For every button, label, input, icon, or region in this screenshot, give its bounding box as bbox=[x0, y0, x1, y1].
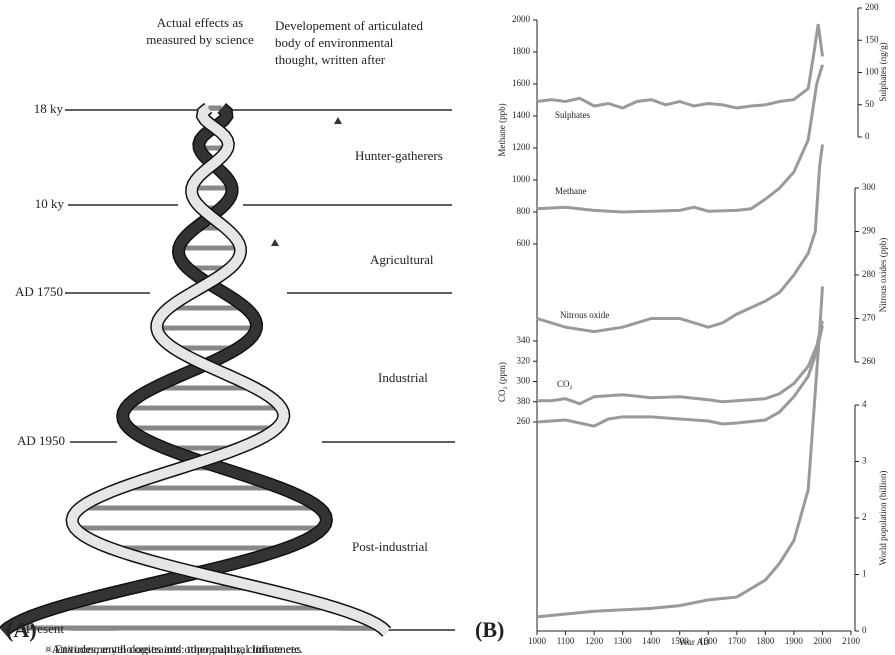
helix bbox=[0, 102, 392, 637]
y-tick-label: 1000 bbox=[512, 174, 531, 184]
x-axis-label: Year AD bbox=[678, 637, 710, 647]
line: body of environmental bbox=[275, 35, 394, 50]
plot: 1000 1100 1200 1300 1400 1500 1600 1700 1800 1900… bbox=[497, 2, 888, 646]
y-tick-label: 300 bbox=[862, 182, 876, 192]
y-tick-label: 3 bbox=[862, 456, 867, 466]
series-label: Methane bbox=[555, 186, 587, 196]
y-tick-label: 270 bbox=[862, 313, 876, 323]
x-tick-label: 2100 bbox=[842, 636, 861, 646]
y-tick-label: 800 bbox=[517, 206, 531, 216]
panel-label: (B) bbox=[475, 617, 504, 642]
y-tick-label: 320 bbox=[517, 355, 531, 365]
y-axis-label: Sulphates (ng/g) bbox=[878, 42, 888, 101]
y-tick-label: 280 bbox=[862, 269, 876, 279]
era-label: Industrial bbox=[378, 370, 428, 385]
x-tick-label: 1200 bbox=[585, 636, 604, 646]
y-tick-label: 1200 bbox=[512, 142, 531, 152]
panel-label: (A) bbox=[6, 617, 37, 642]
y-tick-label: 4 bbox=[862, 399, 867, 409]
x-tick-label: 2000 bbox=[813, 636, 832, 646]
y-tick-label: 1400 bbox=[512, 110, 531, 120]
y-axis-label: World population (billion) bbox=[878, 471, 888, 566]
y-tick-label: 380 bbox=[517, 396, 531, 406]
x-tick-label: 1800 bbox=[756, 636, 775, 646]
y-tick-label: 260 bbox=[517, 416, 531, 426]
y-tick-label: 300 bbox=[517, 376, 531, 386]
x-tick-label: 1600 bbox=[699, 636, 718, 646]
y-axis-label: Nitrous oxides (ppb) bbox=[878, 238, 888, 313]
x-tick-label: 1100 bbox=[557, 636, 575, 646]
time-label: 10 ky bbox=[35, 196, 65, 211]
marker bbox=[271, 117, 342, 246]
series-label: Sulphates bbox=[555, 110, 590, 120]
legend-line: > Environmental constraints: topography,… bbox=[45, 642, 303, 655]
x-tick-label: 1900 bbox=[785, 636, 804, 646]
line: thought, written after bbox=[275, 52, 386, 67]
y-tick-label: 2 bbox=[862, 512, 867, 522]
legend-line: <Attitudes, mythologies and other cultur… bbox=[45, 642, 301, 655]
y-tick-label: 0 bbox=[865, 131, 870, 141]
series-line bbox=[537, 320, 824, 406]
panel-a: Actual effects as measured by science Dev… bbox=[0, 15, 455, 655]
time-label: Present bbox=[26, 621, 65, 636]
panel-b: Year AD 1000 1100 1200 1300 1400 1500 1600 1700… bbox=[497, 2, 888, 647]
series-line bbox=[536, 144, 824, 334]
y-tick-label: 600 bbox=[517, 238, 531, 248]
line: Actual effects as bbox=[157, 15, 243, 30]
y-tick-label: 200 bbox=[865, 2, 879, 12]
y-tick-label: 150 bbox=[865, 34, 879, 44]
y-tick-label: 1600 bbox=[512, 78, 531, 88]
time-lines bbox=[65, 109, 455, 631]
time-label: AD 1950 bbox=[17, 433, 65, 448]
x-tick-label: 1000 bbox=[528, 636, 547, 646]
line: measured by science bbox=[146, 32, 254, 47]
y-tick-label: 290 bbox=[862, 226, 876, 236]
era-label: Post-industrial bbox=[352, 539, 428, 554]
y-tick-label: 50 bbox=[865, 99, 875, 109]
x-tick-label: 1400 bbox=[642, 636, 661, 646]
time-label: 18 ky bbox=[34, 101, 64, 116]
x-tick-label: 1300 bbox=[614, 636, 633, 646]
y-axis-label: Methane (ppb) bbox=[497, 103, 507, 156]
y-tick-label: 2000 bbox=[512, 14, 531, 24]
x-tick-label: 1700 bbox=[728, 636, 747, 646]
annotation: Actual effects as measured by science bbox=[146, 15, 254, 47]
y-tick-label: 0 bbox=[862, 625, 867, 635]
strand bbox=[66, 104, 391, 636]
era-label: Hunter-gatherers bbox=[355, 148, 443, 163]
y-tick-label: 1800 bbox=[512, 46, 531, 56]
annotation: Developement of articulated body of envir… bbox=[275, 18, 423, 67]
series-line bbox=[536, 286, 824, 619]
y-tick-label: 100 bbox=[865, 67, 879, 77]
series-line bbox=[536, 23, 824, 110]
y-axis-label: CO₂ (ppm) bbox=[497, 362, 507, 402]
x-tick-label: 1500 bbox=[671, 636, 690, 646]
line: Developement of articulated bbox=[275, 18, 423, 33]
series-line bbox=[536, 64, 824, 214]
y-tick-label: 340 bbox=[517, 335, 531, 345]
y-tick-label: 260 bbox=[862, 356, 876, 366]
y-tick-label: 1 bbox=[862, 569, 867, 579]
era-label: Agricultural bbox=[370, 252, 434, 267]
series-label: Nitrous oxide bbox=[560, 310, 609, 320]
strand bbox=[0, 104, 332, 636]
series-label: CO₂ bbox=[557, 379, 573, 389]
time-label: AD 1750 bbox=[15, 284, 63, 299]
series-line bbox=[536, 325, 824, 428]
